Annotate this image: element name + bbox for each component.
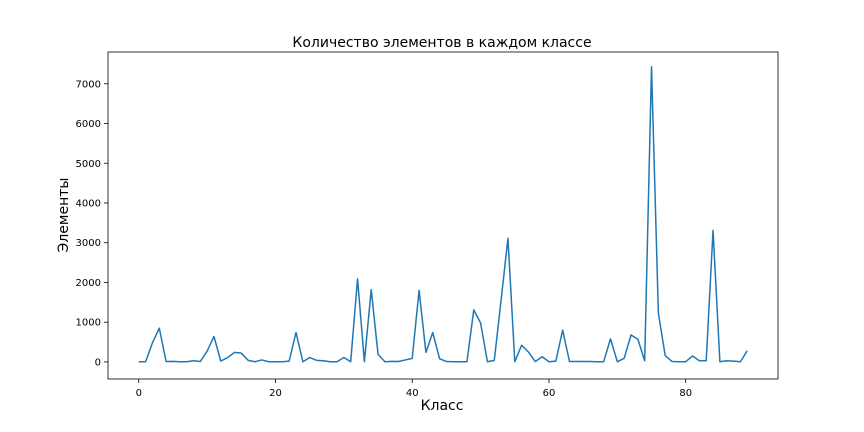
y-tick-label: 3000 [76, 238, 101, 249]
x-axis-ticks: 0 20 40 60 80 [136, 379, 692, 399]
x-tick-label: 60 [543, 388, 556, 399]
y-tick-label: 0 [95, 357, 101, 368]
y-tick-label: 7000 [76, 79, 101, 90]
y-axis-ticks: 0 1000 2000 3000 4000 5000 6000 7000 [76, 79, 108, 368]
y-tick-label: 2000 [76, 278, 101, 289]
series-line [138, 65, 748, 363]
plot-frame [107, 51, 779, 380]
x-tick-label: 0 [136, 388, 142, 399]
x-tick-label: 20 [269, 388, 282, 399]
x-axis-label: Класс [421, 398, 464, 414]
chart-title: Количество элементов в каждом классе [292, 35, 591, 51]
y-tick-label: 4000 [76, 198, 101, 209]
x-tick-label: 40 [406, 388, 419, 399]
x-tick-label: 80 [679, 388, 692, 399]
y-tick-label: 6000 [76, 119, 101, 130]
y-tick-label: 5000 [76, 159, 101, 170]
y-axis-label: Элементы [56, 178, 72, 253]
y-tick-label: 1000 [76, 318, 101, 329]
plot-area [107, 51, 779, 380]
